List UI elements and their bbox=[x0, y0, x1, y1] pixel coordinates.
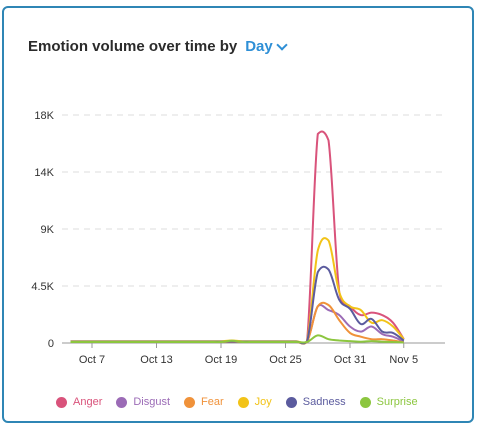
x-tick-label: Oct 31 bbox=[334, 354, 366, 366]
y-tick-label: 9K bbox=[41, 224, 55, 236]
chart-card bbox=[2, 6, 474, 423]
legend-item-sadness[interactable]: Sadness bbox=[285, 396, 346, 408]
legend-label: Sadness bbox=[302, 396, 346, 408]
legend-item-fear[interactable]: Fear bbox=[184, 396, 224, 408]
y-tick-label: 4.5K bbox=[31, 281, 54, 293]
x-axis-ticks: Oct 7 Oct 13 Oct 19 Oct 25 Oct 31 Nov 5 bbox=[79, 343, 418, 366]
legend-dot-icon bbox=[237, 396, 249, 408]
x-tick-label: Oct 25 bbox=[269, 354, 301, 366]
x-tick-label: Oct 19 bbox=[205, 354, 237, 366]
legend-dot-icon bbox=[116, 396, 128, 408]
chart-title: Emotion volume over time by bbox=[28, 38, 238, 55]
y-tick-label: 14K bbox=[34, 167, 54, 179]
y-tick-label: 0 bbox=[48, 338, 54, 350]
chart-header: Emotion volume over time by Day bbox=[28, 38, 288, 55]
legend-dot-icon bbox=[56, 396, 67, 408]
series-lines bbox=[70, 130, 405, 345]
legend-dot-icon bbox=[184, 396, 196, 408]
y-axis-ticks: 0 4.5K 9K 14K 18K bbox=[31, 110, 54, 350]
legend-item-disgust[interactable]: Disgust bbox=[116, 396, 170, 408]
series-line-surprise bbox=[70, 334, 404, 344]
y-tick-label: 18K bbox=[34, 110, 54, 122]
legend-label: Disgust bbox=[133, 396, 171, 408]
series-line-anger bbox=[70, 130, 405, 345]
granularity-dropdown[interactable]: Day bbox=[245, 38, 288, 55]
legend-label: Fear bbox=[201, 396, 224, 408]
legend-item-anger[interactable]: Anger bbox=[56, 396, 102, 408]
x-tick-label: Oct 13 bbox=[140, 354, 172, 366]
legend-label: Anger bbox=[73, 396, 103, 408]
legend-dot-icon bbox=[285, 396, 297, 408]
legend-label: Joy bbox=[254, 396, 272, 408]
series-line-joy bbox=[70, 237, 405, 344]
grid-lines bbox=[62, 114, 445, 344]
legend-dot-icon bbox=[359, 396, 371, 408]
legend-label: Surprise bbox=[376, 396, 418, 408]
granularity-value: Day bbox=[245, 38, 273, 55]
legend-item-joy[interactable]: Joy bbox=[237, 396, 272, 408]
x-tick-label: Nov 5 bbox=[389, 354, 418, 366]
legend-item-surprise[interactable]: Surprise bbox=[359, 396, 418, 408]
series-line-sadness bbox=[70, 265, 405, 345]
x-tick-label: Oct 7 bbox=[79, 354, 105, 366]
legend: Anger Disgust Fear Joy Sadness Surprise bbox=[56, 396, 432, 408]
